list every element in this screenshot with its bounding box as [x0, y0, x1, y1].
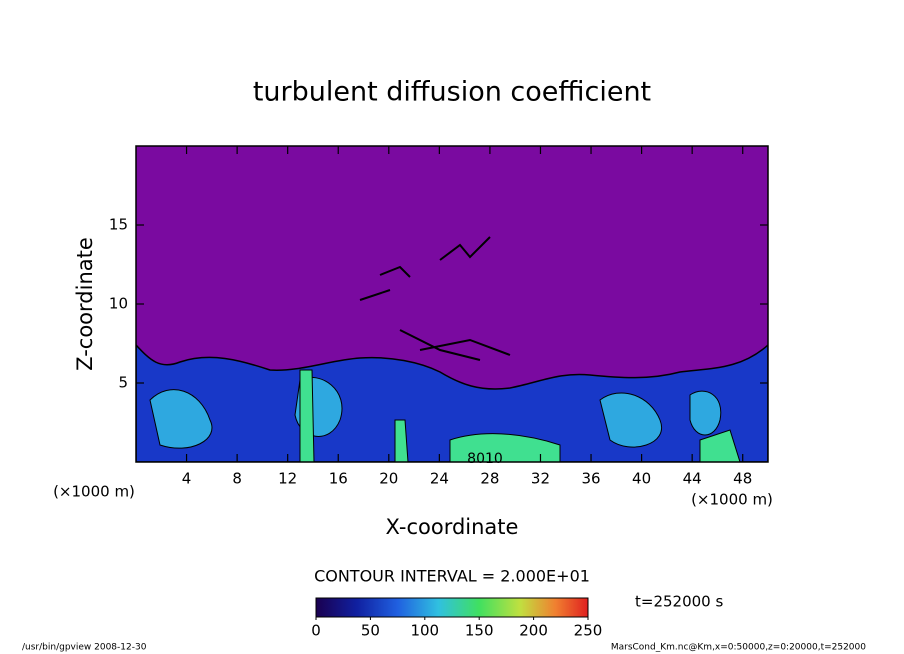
colorbar — [315, 597, 589, 618]
field-contour — [359, 236, 511, 361]
x-tick-label: 24 — [430, 470, 449, 488]
x-tick-label: 48 — [733, 470, 752, 488]
x-tick-label: 20 — [379, 470, 398, 488]
colorbar-tick-label: 50 — [361, 622, 380, 640]
footer-right: MarsCond_Km.nc@Km,x=0:50000,z=0:20000,t=… — [611, 643, 866, 653]
y-unit-label: (×1000 m) — [53, 483, 135, 501]
colorbar-tick-label: 100 — [410, 622, 439, 640]
x-tick-label: 8 — [232, 470, 242, 488]
colorbar-tick-label: 200 — [519, 622, 548, 640]
x-unit-label: (×1000 m) — [691, 491, 773, 509]
colorbar-tick-label: 150 — [465, 622, 494, 640]
field-patch — [299, 369, 741, 462]
y-tick-label: 10 — [109, 295, 128, 313]
y-tick-label: 15 — [109, 216, 128, 234]
y-tick-label: 5 — [118, 374, 128, 392]
x-tick-label: 28 — [480, 470, 499, 488]
contour-label: 8010 — [467, 451, 503, 467]
contour-interval: CONTOUR INTERVAL = 2.000E+01 — [314, 567, 590, 586]
x-tick-label: 12 — [278, 470, 297, 488]
x-axis-label: X-coordinate — [386, 515, 519, 539]
x-tick-label: 16 — [329, 470, 348, 488]
field-patch — [149, 376, 722, 449]
time-label: t=252000 s — [635, 593, 723, 611]
colorbar-tick-label: 0 — [311, 622, 321, 640]
x-tick-label: 32 — [531, 470, 550, 488]
footer-left: /usr/bin/gpview 2008-12-30 — [22, 643, 147, 653]
x-tick-label: 44 — [683, 470, 702, 488]
y-axis-label: Z-coordinate — [73, 237, 97, 371]
x-tick-label: 36 — [581, 470, 600, 488]
chart-title: turbulent diffusion coefficient — [253, 77, 651, 108]
field — [136, 146, 768, 462]
x-tick-label: 40 — [632, 470, 651, 488]
x-tick-label: 4 — [182, 470, 192, 488]
colorbar-tick-label: 250 — [574, 622, 603, 640]
